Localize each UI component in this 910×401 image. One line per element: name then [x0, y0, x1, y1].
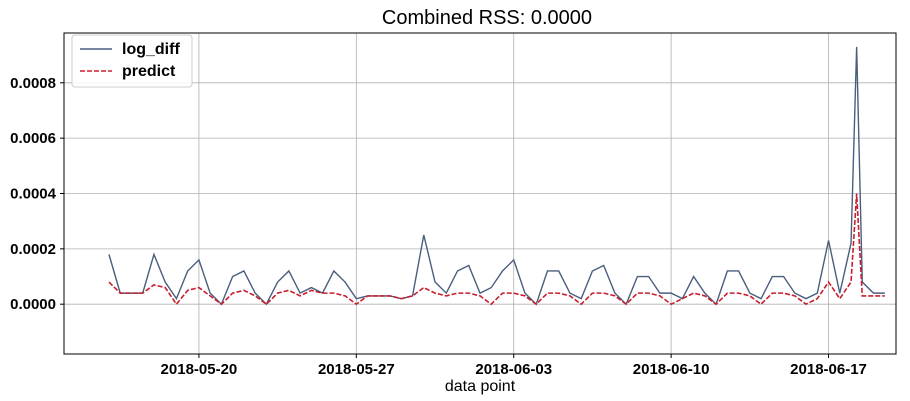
x-tick-label: 2018-06-10 — [633, 361, 710, 378]
x-tick-label: 2018-06-03 — [475, 361, 552, 378]
grid — [64, 33, 896, 354]
y-tick-label: 0.0004 — [10, 186, 57, 203]
y-tick-label: 0.0008 — [10, 75, 56, 92]
x-tick-label: 2018-05-20 — [161, 361, 238, 378]
plot-area — [108, 46, 885, 306]
legend: log_diff predict — [71, 34, 193, 88]
y-tick-label: 0.0002 — [10, 241, 56, 258]
series-line-predict — [108, 193, 885, 306]
x-axis-label: data point — [445, 378, 516, 395]
legend-label-predict: predict — [122, 63, 176, 80]
y-tick-label: 0.0000 — [10, 296, 56, 313]
chart-title: Combined RSS: 0.0000 — [382, 7, 592, 29]
y-axis: 0.0000 0.0002 0.0004 0.0006 0.0008 — [10, 75, 64, 313]
series-line-log-diff — [108, 46, 885, 306]
x-tick-label: 2018-05-27 — [318, 361, 395, 378]
legend-box — [71, 34, 193, 88]
legend-label-log-diff: log_diff — [122, 41, 180, 58]
x-axis: 2018-05-20 2018-05-27 2018-06-03 2018-06-10… — [161, 354, 867, 378]
y-tick-label: 0.0006 — [10, 130, 56, 147]
x-tick-label: 2018-06-17 — [790, 361, 867, 378]
